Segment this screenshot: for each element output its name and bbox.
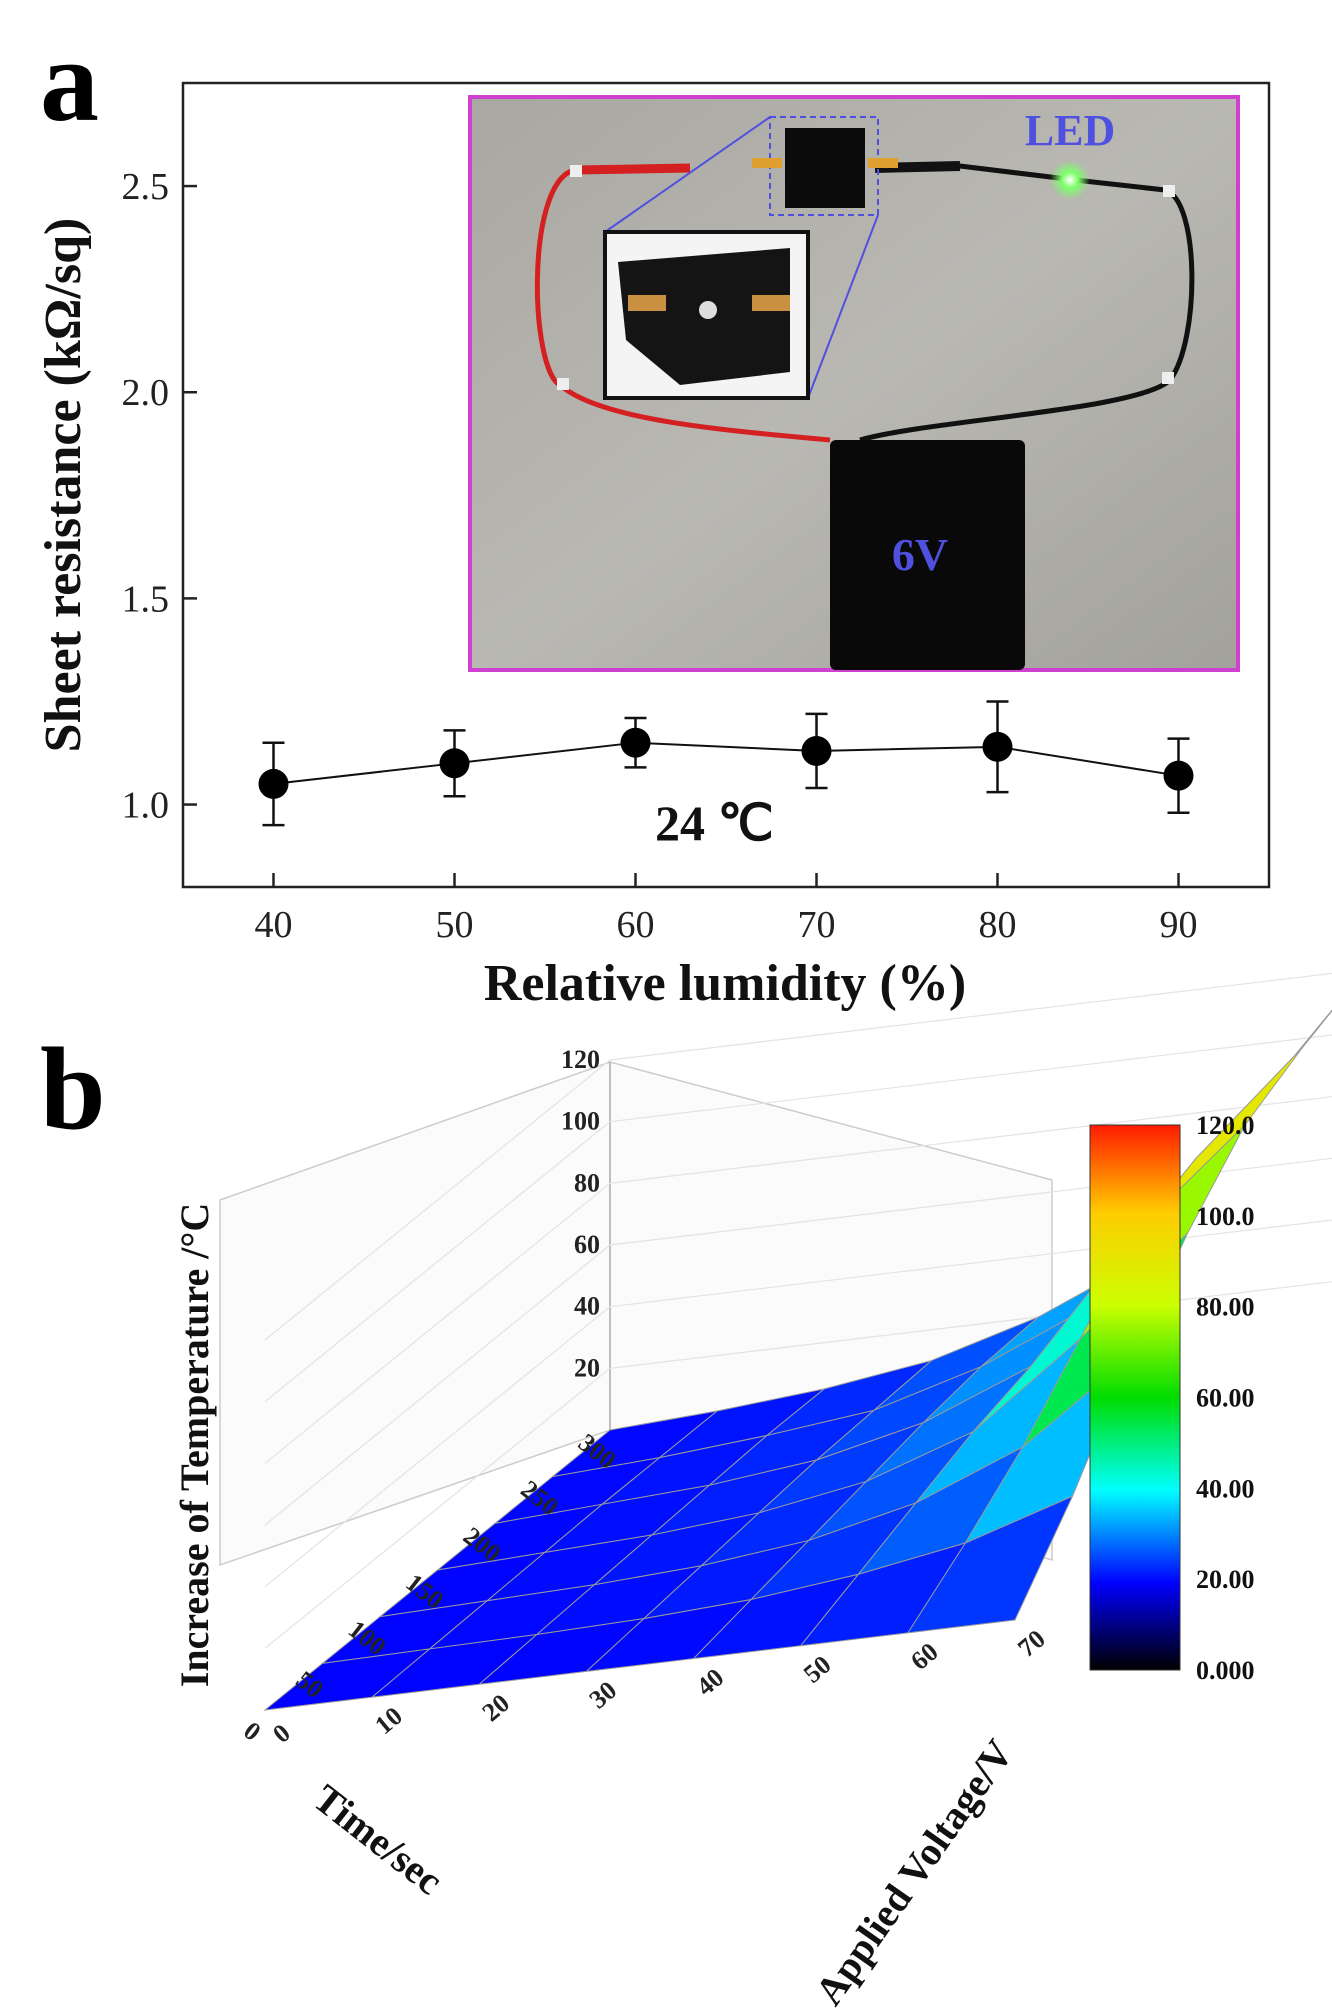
x-tick-label: 70 <box>798 904 836 946</box>
grid-line <box>264 1096 1332 1464</box>
colorbar <box>1089 1124 1181 1671</box>
series-a <box>258 700 1194 827</box>
y-tick-label: 1.5 <box>122 578 170 620</box>
x-tick-label: 60 <box>617 904 655 946</box>
colorbar-ticks: 120.0 100.0 80.00 60.00 40.00 20.00 0.000 <box>1196 1111 1255 1685</box>
mount-top-right <box>1163 185 1175 197</box>
colorbar-tick-label: 0.000 <box>1196 1656 1255 1685</box>
left-contact <box>752 158 782 168</box>
data-point <box>1163 760 1194 791</box>
y-tick-label: 70 <box>1012 1624 1051 1663</box>
colorbar-tick-label: 20.00 <box>1196 1565 1255 1594</box>
mount-top-left <box>570 165 582 177</box>
panel-label-b: b <box>40 1023 106 1154</box>
mount-bottom-right <box>1162 372 1174 384</box>
inset-photo: LED 6V <box>468 95 1240 672</box>
x-axis-label-a: Relative lumidity (%) <box>484 955 966 1012</box>
y-tick-label: 20 <box>477 1688 516 1727</box>
z-tick-label: 20 <box>574 1353 600 1382</box>
y-tick-label: 60 <box>905 1637 944 1676</box>
x-axis-label-b: Time/sec <box>305 1775 451 1903</box>
z-tick-label: 100 <box>561 1107 600 1136</box>
x-ticks-a: 40 50 60 70 80 90 <box>255 873 1198 946</box>
data-point <box>258 768 289 799</box>
device-sample <box>785 128 865 208</box>
led-glow <box>1050 160 1090 200</box>
colorbar-tick-label: 80.00 <box>1196 1293 1255 1322</box>
zoom-line-bottom <box>807 214 879 399</box>
surface-patch <box>906 1495 1074 1634</box>
y-tick-label: 1.0 <box>122 785 170 827</box>
z-tick-label: 120 <box>561 1045 600 1074</box>
zoom-contact-left <box>628 295 666 311</box>
data-point <box>801 735 832 766</box>
series-line <box>273 741 1179 785</box>
z-tick-label: 60 <box>574 1230 600 1259</box>
led-label: LED <box>1025 106 1115 155</box>
x-tick-label: 90 <box>1160 904 1198 946</box>
zoom-contact-right <box>752 295 790 311</box>
mount-bottom-left <box>557 378 569 390</box>
panel-label-a: a <box>40 15 99 146</box>
battery-label: 6V <box>892 529 948 580</box>
right-contact <box>868 158 898 168</box>
red-clip <box>574 163 691 175</box>
colorbar-tick-label: 100.0 <box>1196 1202 1255 1231</box>
annotation-temperature: 24 ℃ <box>655 795 774 851</box>
zoom-line-top <box>604 116 771 233</box>
zoom-hole <box>699 301 717 319</box>
y-axis-label-a: Sheet resistance (kΩ/sq) <box>35 218 92 753</box>
colorbar-tick-label: 60.00 <box>1196 1384 1255 1413</box>
colorbar-tick-label: 120.0 <box>1196 1111 1255 1140</box>
grid-line <box>264 1034 1332 1403</box>
y-ticks-a: 1.0 1.5 2.0 2.5 <box>122 166 197 827</box>
plot-frame-a <box>181 81 1271 889</box>
x-tick-label: 80 <box>979 904 1017 946</box>
y-tick-label: 40 <box>691 1663 730 1702</box>
y-axis-label-b: Applied Voltage/V <box>806 1731 1022 2013</box>
battery <box>830 440 1025 670</box>
y-tick-label: 2.5 <box>122 166 170 208</box>
z-tick-label: 80 <box>574 1168 600 1197</box>
grid-line <box>264 972 1332 1341</box>
y-tick-label: 10 <box>369 1701 408 1740</box>
y-tick-label: 0 <box>267 1718 296 1749</box>
y-tick-label: 30 <box>584 1675 623 1714</box>
x-tick-label: 40 <box>255 904 293 946</box>
z-axis-label-b: Increase of Temperature /°C <box>172 1203 217 1687</box>
data-point <box>439 748 470 779</box>
x-tick-label: 50 <box>436 904 474 946</box>
colorbar-tick-label: 40.00 <box>1196 1474 1255 1503</box>
y-tick-label: 2.0 <box>122 372 170 414</box>
z-tick-label: 40 <box>574 1292 600 1321</box>
data-point <box>982 731 1013 762</box>
data-point <box>620 727 651 758</box>
temperature-surface <box>263 1009 1332 1711</box>
y-tick-label: 50 <box>798 1650 837 1689</box>
x-tick-label: 0 <box>238 1716 266 1747</box>
